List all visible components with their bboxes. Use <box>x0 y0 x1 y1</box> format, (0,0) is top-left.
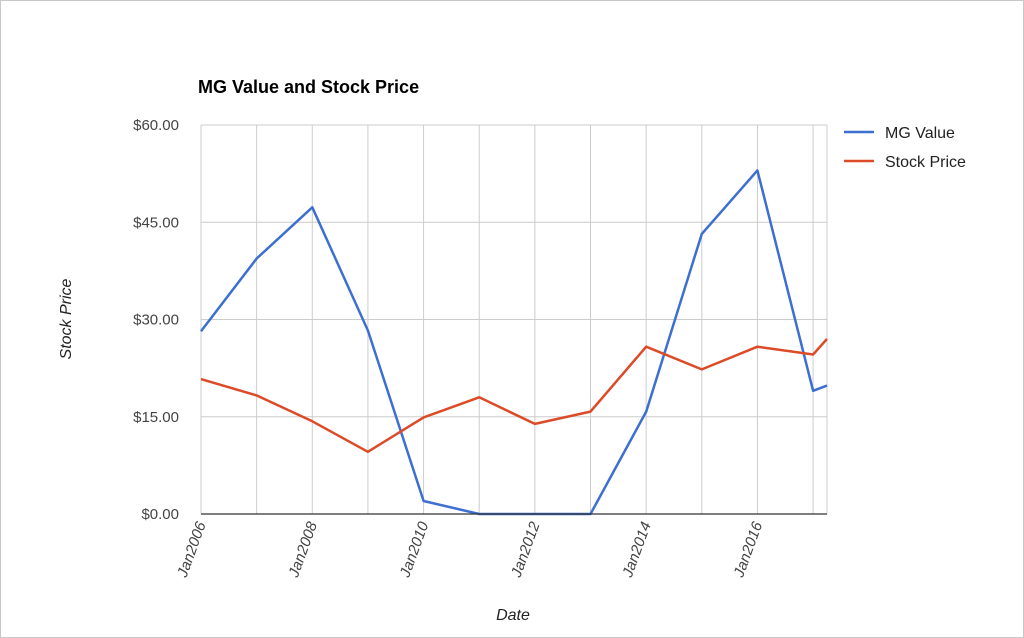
y-tick-label: $0.00 <box>141 506 179 523</box>
x-axis-label: Date <box>496 607 530 624</box>
y-tick-label: $15.00 <box>133 409 179 426</box>
series-line-1 <box>200 338 828 454</box>
grid-lines <box>200 124 828 514</box>
y-tick-label: $60.00 <box>133 117 179 134</box>
x-axis-tick-labels: Jan2006 Jan2008 Jan2010 Jan2012 Jan2014 Jan20… <box>174 519 767 580</box>
y-tick-label: $45.00 <box>133 214 179 231</box>
chart-title: MG Value and Stock Price <box>198 77 419 97</box>
x-tick-label: Jan2010 <box>396 519 432 580</box>
x-tick-label: Jan2008 <box>285 519 321 580</box>
y-tick-label: $30.00 <box>133 312 179 329</box>
y-axis-label: Stock Price <box>58 278 75 359</box>
legend-label: Stock Price <box>885 154 966 171</box>
y-axis-tick-labels: $0.00 $15.00 $30.00 $45.00 $60.00 <box>133 117 179 523</box>
x-tick-label: Jan2006 <box>174 519 210 580</box>
legend: MG Value Stock Price <box>844 125 966 171</box>
x-tick-label: Jan2016 <box>730 519 766 580</box>
legend-label: MG Value <box>885 125 955 142</box>
x-tick-label: Jan2014 <box>619 520 655 581</box>
x-tick-label: Jan2012 <box>508 519 544 580</box>
